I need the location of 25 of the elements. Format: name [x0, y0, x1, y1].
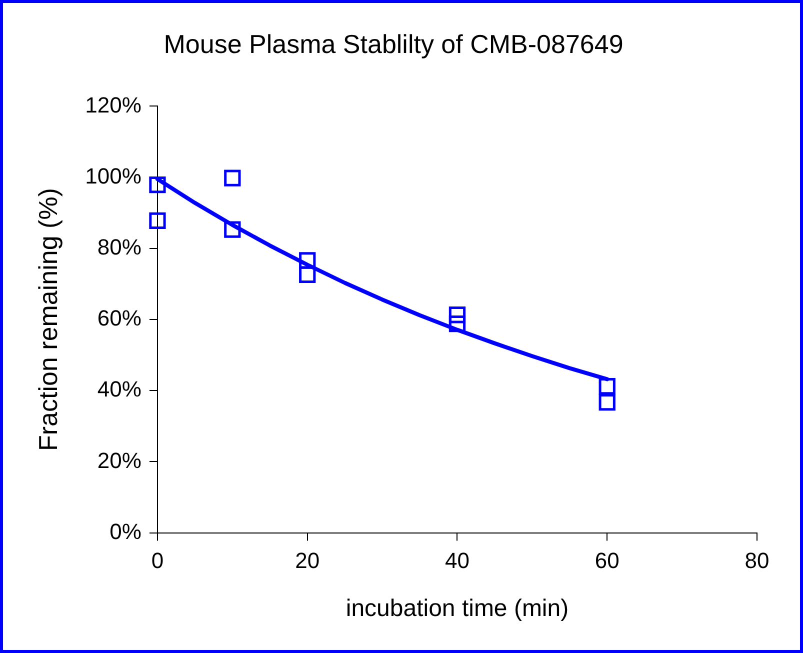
y-tick-label: 40% — [97, 376, 142, 402]
x-tick-label: 60 — [594, 548, 620, 574]
point — [448, 306, 466, 324]
point — [299, 252, 316, 269]
x-tick-label: 40 — [444, 548, 470, 574]
x-tick-label: 20 — [295, 548, 320, 574]
point — [224, 170, 241, 186]
point — [299, 266, 316, 284]
y-axis-title: Fraction remaining (%) — [32, 188, 63, 451]
y-tick-label: 120% — [85, 92, 142, 118]
point — [598, 394, 616, 411]
point — [598, 378, 616, 395]
y-tick-label: 100% — [85, 163, 142, 188]
y-tick-label: 0% — [110, 518, 142, 544]
y-tick-label: 20% — [97, 448, 142, 473]
y-tick-label: 80% — [97, 234, 142, 260]
x-tick-label: 0 — [151, 548, 164, 574]
point — [149, 212, 166, 229]
chart-title: Mouse Plasma Stablilty of CMB-087649 — [164, 28, 624, 59]
point — [149, 176, 166, 194]
x-tick-label: 80 — [744, 548, 770, 574]
point — [448, 315, 466, 332]
y-tick-label: 60% — [97, 306, 142, 331]
x-axis-title: incubation time (min) — [346, 595, 569, 622]
point — [224, 221, 241, 238]
